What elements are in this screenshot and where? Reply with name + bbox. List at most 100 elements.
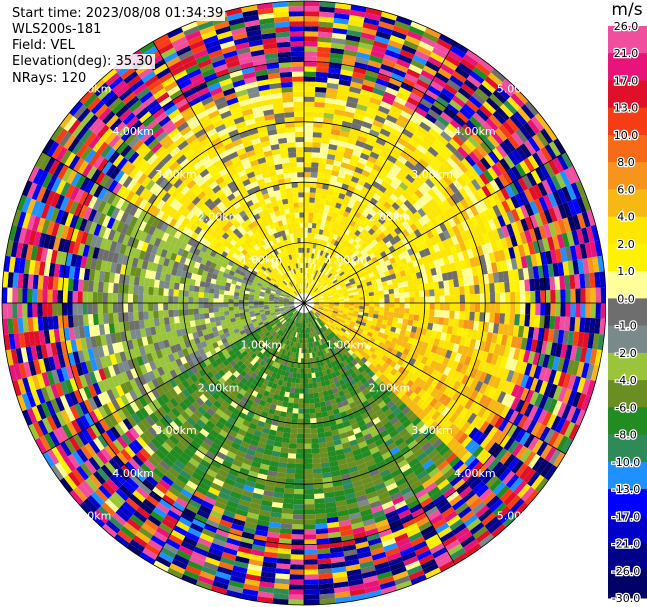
velocity-gate	[323, 308, 329, 311]
velocity-gate	[380, 11, 398, 21]
velocity-gate	[359, 305, 365, 310]
velocity-gate	[429, 303, 435, 310]
velocity-gate	[326, 158, 335, 166]
velocity-gate	[356, 195, 365, 203]
velocity-gate	[304, 378, 309, 384]
velocity-gate	[493, 250, 501, 263]
velocity-gate	[450, 193, 461, 205]
velocity-gate	[392, 317, 399, 323]
velocity-gate	[579, 243, 588, 259]
velocity-gate	[459, 354, 467, 365]
velocity-gate	[348, 310, 354, 314]
velocity-gate	[402, 105, 415, 116]
velocity-gate	[420, 270, 428, 278]
velocity-gate	[370, 216, 379, 225]
velocity-gate	[351, 233, 358, 241]
velocity-gate	[403, 286, 410, 293]
velocity-gate	[313, 264, 317, 270]
velocity-gate	[405, 173, 416, 184]
velocity-gate	[529, 364, 538, 378]
velocity-gate	[327, 226, 333, 233]
velocity-gate	[469, 116, 482, 129]
velocity-gate	[428, 316, 435, 324]
velocity-gate	[328, 62, 342, 70]
velocity-gate	[324, 276, 329, 282]
velocity-gate	[318, 266, 323, 272]
velocity-gate	[383, 189, 393, 198]
velocity-gate	[318, 285, 323, 290]
velocity-gate	[454, 66, 470, 79]
velocity-gate	[442, 340, 450, 350]
velocity-gate	[524, 376, 534, 390]
velocity-gate	[406, 274, 413, 281]
velocity-gate	[483, 253, 492, 265]
velocity-gate	[329, 255, 335, 261]
velocity-gate	[499, 313, 506, 324]
velocity-gate	[556, 402, 568, 418]
velocity-gate	[515, 336, 523, 349]
velocity-gate	[509, 234, 518, 247]
velocity-gate	[552, 370, 562, 386]
velocity-gate	[289, 387, 296, 394]
velocity-gate	[429, 51, 445, 64]
velocity-gate	[422, 223, 431, 233]
velocity-gate	[498, 124, 512, 139]
velocity-gate	[309, 263, 313, 269]
velocity-gate	[532, 240, 541, 254]
velocity-gate	[304, 1, 320, 7]
velocity-gate	[474, 128, 488, 142]
velocity-gate	[304, 428, 311, 434]
velocity-gate	[353, 291, 359, 296]
velocity-gate	[367, 340, 374, 347]
velocity-gate	[326, 253, 332, 260]
velocity-gate	[371, 180, 381, 189]
velocity-gate	[408, 63, 423, 75]
velocity-gate	[352, 313, 359, 318]
velocity-gate	[399, 133, 411, 143]
velocity-gate	[430, 345, 438, 354]
velocity-gate	[312, 280, 316, 286]
velocity-gate	[304, 564, 318, 570]
velocity-gate	[342, 246, 349, 253]
velocity-gate	[364, 12, 381, 21]
velocity-gate	[474, 380, 484, 393]
velocity-gate	[576, 212, 586, 229]
velocity-gate	[383, 119, 396, 129]
velocity-gate	[386, 44, 402, 54]
velocity-gate	[343, 295, 350, 299]
velocity-gate	[317, 309, 323, 313]
velocity-gate	[590, 287, 596, 303]
velocity-gate	[366, 319, 373, 325]
velocity-gate	[361, 258, 368, 265]
velocity-gate	[543, 382, 553, 397]
velocity-gate	[368, 288, 374, 293]
velocity-gate	[382, 163, 392, 173]
velocity-gate	[304, 16, 319, 22]
velocity-gate	[315, 513, 327, 520]
velocity-gate	[418, 284, 425, 291]
velocity-gate	[584, 273, 591, 289]
velocity-gate	[484, 283, 490, 294]
velocity-gate	[405, 208, 414, 218]
velocity-gate	[442, 256, 450, 266]
velocity-gate	[373, 310, 380, 315]
velocity-gate	[449, 351, 458, 361]
velocity-gate	[496, 261, 503, 273]
velocity-gate	[332, 27, 348, 35]
velocity-gate	[336, 288, 343, 293]
velocity-gate	[338, 256, 345, 262]
velocity-gate	[524, 389, 535, 404]
velocity-gate	[353, 249, 361, 256]
velocity-gate	[304, 81, 316, 87]
velocity-gate	[384, 141, 395, 151]
velocity-gate	[374, 159, 385, 168]
velocity-gate	[364, 296, 370, 300]
velocity-gate	[399, 181, 409, 191]
velocity-gate	[380, 193, 390, 202]
velocity-gate	[327, 312, 333, 316]
velocity-gate	[390, 230, 398, 238]
velocity-gate	[401, 220, 410, 229]
velocity-gate	[345, 262, 351, 269]
velocity-gate	[322, 251, 327, 257]
velocity-gate	[489, 283, 495, 294]
